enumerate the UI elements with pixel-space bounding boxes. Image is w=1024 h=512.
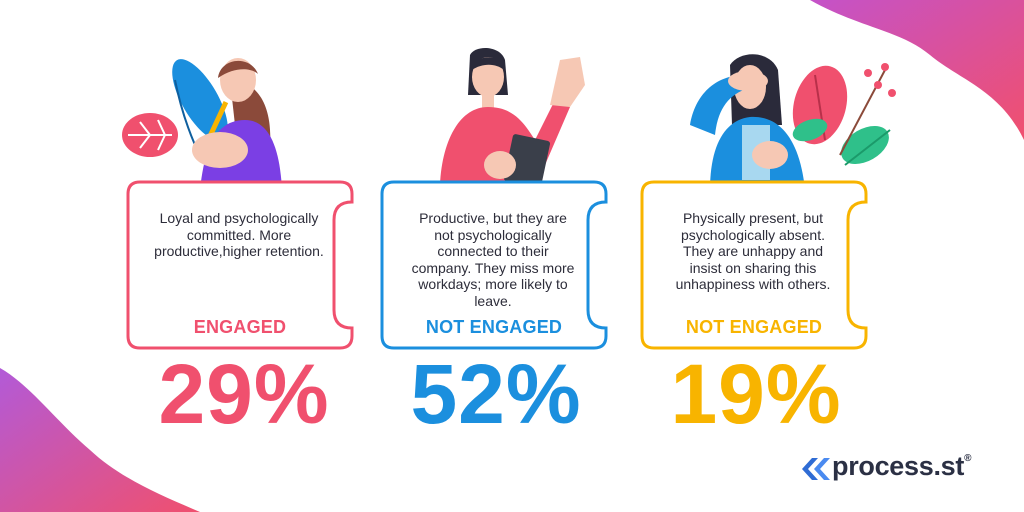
card-description: Productive, but they are not psychologic… [411,210,575,309]
card-description: Loyal and psychologically committed. Mor… [154,210,324,259]
card-frame [126,180,354,350]
process-st-logo-icon [802,458,830,480]
top-right-blob [810,0,1024,140]
card-status-label: NOT ENGAGED [425,317,563,337]
brand-wordmark: process.st® [832,451,972,481]
card-status-label: NOT ENGAGED [685,317,823,337]
card-actively-disengaged: Physically present, but psychologically … [640,180,868,350]
card-engaged: Loyal and psychologically committed. Mor… [126,180,354,350]
percentage-actively-disengaged: 19% [670,347,842,441]
actively-disengaged-person-illustration [690,54,896,190]
card-frame [640,180,868,350]
percentage-engaged: 29% [158,347,330,441]
card-frame [380,180,608,350]
not-engaged-waving-person-illustration [440,48,585,188]
percentage-not-engaged: 52% [410,347,582,441]
bottom-left-blob [0,368,200,512]
card-not-engaged: Productive, but they are not psychologic… [380,180,608,350]
card-description: Physically present, but psychologically … [675,210,831,292]
engaged-person-illustration [122,58,282,210]
card-status-label: ENGAGED [193,317,287,337]
